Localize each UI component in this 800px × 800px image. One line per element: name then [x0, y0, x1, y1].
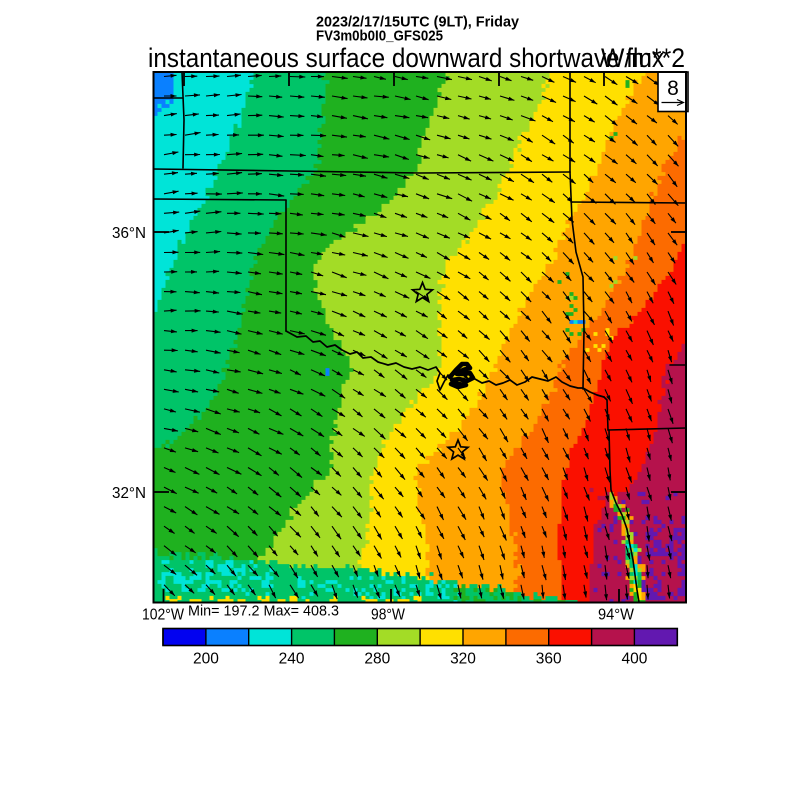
svg-text:360: 360: [536, 651, 562, 668]
svg-text:94°W: 94°W: [598, 607, 635, 624]
svg-text:FV3m0b0I0_GFS025: FV3m0b0I0_GFS025: [316, 28, 443, 45]
svg-text:98°W: 98°W: [371, 607, 406, 624]
svg-text:240: 240: [279, 651, 305, 668]
svg-text:102°W: 102°W: [142, 607, 185, 624]
svg-text:8: 8: [667, 77, 679, 100]
svg-text:instantaneous surface downward: instantaneous surface downward shortwave…: [148, 43, 664, 73]
svg-text:2023/2/17/15UTC (9LT), Friday: 2023/2/17/15UTC (9LT), Friday: [316, 14, 520, 31]
svg-text:Min= 197.2 Max= 408.3: Min= 197.2 Max= 408.3: [188, 604, 339, 620]
svg-text:W/m**2: W/m**2: [601, 43, 685, 73]
svg-text:400: 400: [621, 651, 647, 668]
svg-text:32°N: 32°N: [112, 485, 146, 502]
svg-text:320: 320: [450, 651, 476, 668]
svg-text:280: 280: [364, 651, 390, 668]
svg-text:36°N: 36°N: [112, 225, 146, 242]
svg-text:200: 200: [193, 651, 219, 668]
